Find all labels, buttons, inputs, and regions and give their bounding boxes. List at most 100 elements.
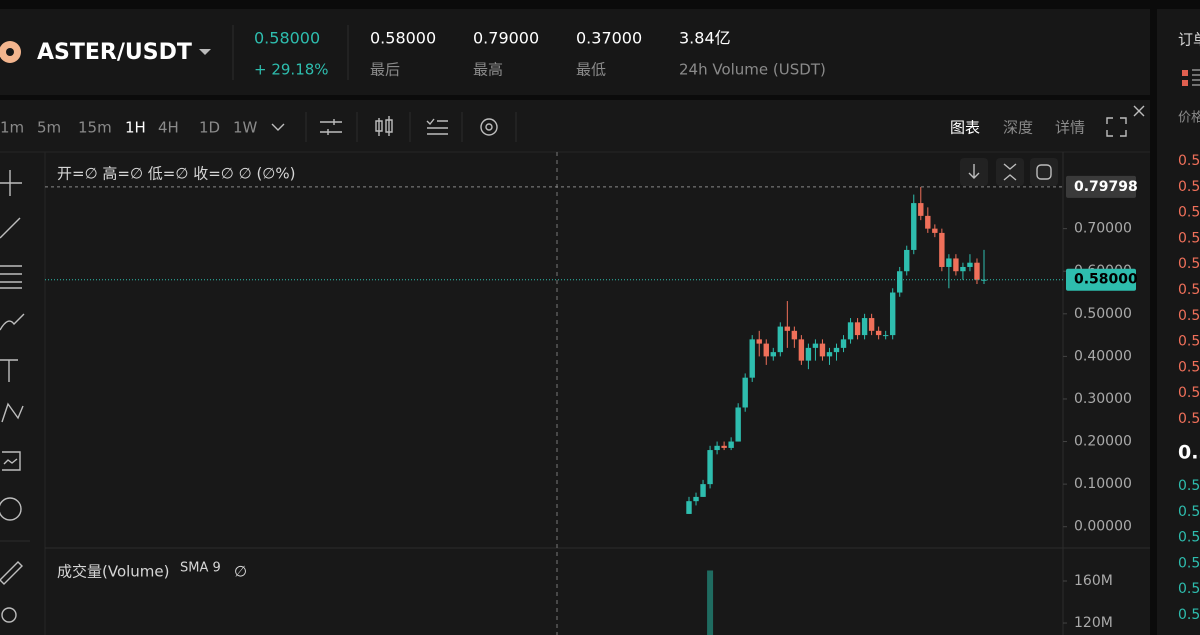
y-tick-label: 0.30000 — [1074, 391, 1132, 407]
ask-price[interactable]: 0.5 — [1178, 153, 1200, 169]
fib-tool[interactable] — [0, 265, 22, 289]
emoji-tool[interactable] — [0, 497, 22, 521]
candle-body — [819, 343, 826, 357]
high-label: 0.79798 — [1074, 179, 1138, 195]
ask-price[interactable]: 0.5 — [1178, 256, 1200, 272]
bid-price[interactable]: 0.5 — [1178, 530, 1200, 546]
interval[interactable]: 1W — [233, 119, 258, 137]
template-icon[interactable] — [426, 118, 448, 135]
measure-tool[interactable] — [2, 451, 21, 471]
ask-price[interactable]: 0.5 — [1178, 308, 1200, 324]
collapse-button[interactable] — [996, 158, 1024, 186]
tabs: 图表 深度 详情 — [950, 119, 1085, 137]
header-bar — [0, 9, 1150, 95]
candle-body — [939, 232, 945, 267]
pattern-tool[interactable] — [1, 402, 24, 423]
ask-price[interactable]: 0.5 — [1178, 179, 1200, 195]
order-book-title[interactable]: 订单 — [1178, 31, 1200, 49]
scroll-icon — [968, 164, 980, 179]
candle-body — [875, 330, 882, 336]
crosshair-tool[interactable] — [0, 170, 22, 196]
interval[interactable]: 1H — [125, 119, 146, 137]
candle-body — [735, 407, 741, 442]
interval[interactable]: 5m — [37, 119, 61, 137]
candle-body — [756, 339, 762, 344]
y-tick-label: 0.10000 — [1074, 476, 1132, 492]
chart-type-icon[interactable] — [375, 116, 393, 136]
ruler-tool[interactable] — [0, 561, 23, 585]
bid-price[interactable]: 0.5 — [1178, 478, 1200, 494]
brush-tool[interactable] — [0, 313, 25, 331]
settings-icon-center — [485, 123, 493, 131]
line-tool[interactable] — [0, 217, 21, 239]
volume-tick-label: 120M — [1074, 615, 1113, 631]
price-label-box — [1066, 268, 1136, 291]
interval[interactable]: 15m — [78, 119, 112, 137]
candle-body — [777, 326, 784, 353]
tab[interactable]: 详情 — [1055, 119, 1085, 137]
tab[interactable]: 图表 — [950, 119, 980, 137]
candle-body — [721, 445, 727, 448]
volume-sma-value: ∅ — [234, 563, 247, 581]
interval[interactable]: 1D — [199, 119, 220, 137]
stat-label: 24h Volume (USDT) — [679, 61, 826, 79]
pair-caret[interactable] — [199, 49, 211, 55]
ask-price[interactable]: 0.5 — [1178, 411, 1200, 427]
candle-body — [798, 339, 805, 361]
candle-body — [742, 377, 748, 408]
fullscreen-icon[interactable] — [1106, 117, 1127, 137]
chart-panel — [0, 100, 1150, 635]
candle-body — [918, 203, 924, 216]
last-price: 0.58000 — [254, 29, 320, 48]
stat-value: 3.84亿 — [679, 29, 731, 48]
volume-sma: SMA 9 — [180, 561, 221, 576]
indicator-icon[interactable] — [320, 119, 342, 135]
volume-bar — [707, 570, 714, 635]
mid-price: 0.5 — [1178, 442, 1200, 464]
candle-body — [974, 262, 980, 280]
candle-body — [960, 266, 966, 272]
candle-body — [953, 258, 959, 272]
candle-body — [833, 347, 840, 353]
bid-price[interactable]: 0.5 — [1178, 581, 1200, 597]
candle-body — [686, 501, 692, 514]
collapse-icon — [1003, 163, 1017, 181]
zoom-tool[interactable] — [1, 607, 17, 623]
more-intervals[interactable] — [271, 123, 285, 131]
bid-price[interactable]: 0.5 — [1178, 555, 1200, 571]
interval[interactable]: 4H — [158, 119, 179, 137]
bid-price[interactable]: 0.5 — [1178, 607, 1200, 623]
stats: 0.58000 最后 0.79000 最高 0.37000 最低 3.84亿 24h Volu… — [370, 29, 826, 79]
order-book-panel — [1157, 9, 1200, 635]
stat-label: 最低 — [576, 61, 606, 79]
tab[interactable]: 深度 — [1003, 119, 1033, 137]
close-icon[interactable] — [1133, 105, 1145, 117]
ask-price[interactable]: 0.5 — [1178, 334, 1200, 350]
text-tool[interactable] — [0, 359, 18, 382]
candle-body — [700, 484, 706, 497]
volume-legend: 成交量(Volume) — [57, 563, 170, 581]
candle-body — [812, 343, 819, 348]
ask-price[interactable]: 0.5 — [1178, 385, 1200, 401]
candle-body — [946, 258, 952, 267]
interval[interactable]: 1m — [0, 119, 24, 137]
candle-body — [854, 322, 861, 336]
candle-body — [911, 203, 917, 250]
candle-body — [882, 335, 889, 337]
candle-body — [897, 271, 903, 293]
ask-price[interactable]: 0.5 — [1178, 282, 1200, 298]
bid-price[interactable]: 0.5 — [1178, 504, 1200, 520]
ask-price[interactable]: 0.5 — [1178, 205, 1200, 221]
view-icon[interactable] — [1182, 70, 1188, 86]
volume-tick-label: 160M — [1074, 573, 1113, 589]
ask-price[interactable]: 0.5 — [1178, 359, 1200, 375]
candle-body — [840, 339, 847, 348]
stat-value: 0.58000 — [370, 29, 436, 48]
candle-body — [749, 339, 755, 378]
ask-price[interactable]: 0.5 — [1178, 230, 1200, 246]
settings-icon[interactable] — [480, 118, 498, 136]
stat-value: 0.79000 — [473, 29, 539, 48]
pair-name[interactable]: ASTER/USDT — [37, 40, 192, 65]
reset-button[interactable] — [1030, 158, 1058, 186]
